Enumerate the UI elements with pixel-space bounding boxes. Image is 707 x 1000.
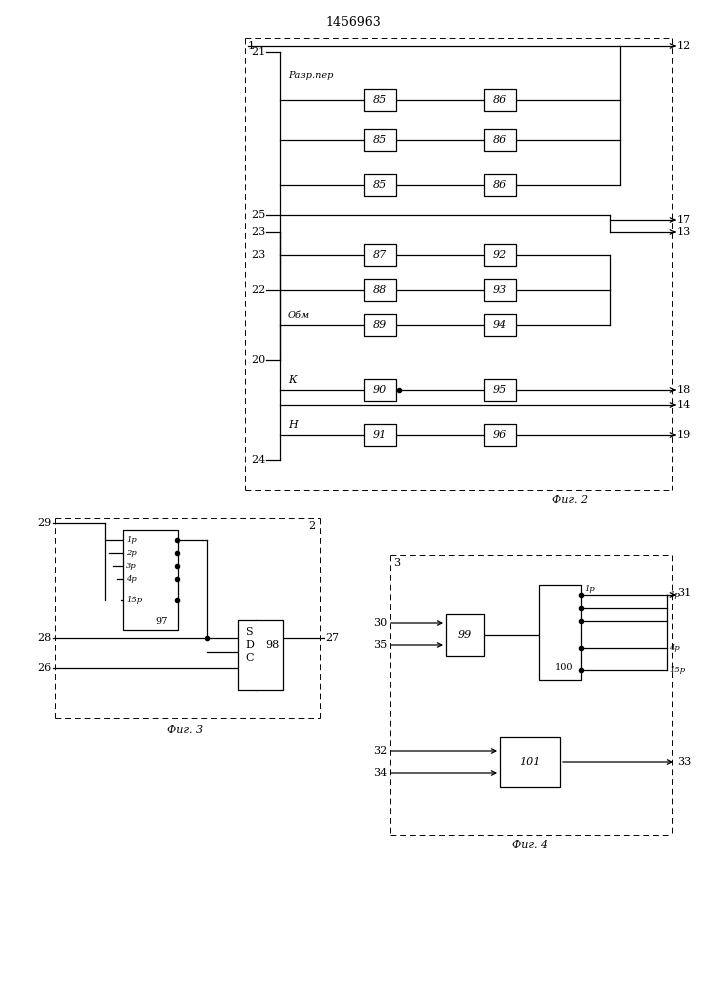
Text: 26: 26 (37, 663, 52, 673)
Text: 4р: 4р (669, 644, 679, 652)
Text: 3р: 3р (126, 562, 136, 570)
Text: 85: 85 (373, 135, 387, 145)
Text: 29: 29 (37, 518, 52, 528)
Text: 1456963: 1456963 (325, 15, 381, 28)
Text: 88: 88 (373, 285, 387, 295)
Bar (484, 244, 516, 266)
Text: 27: 27 (325, 633, 339, 643)
Text: 92: 92 (493, 250, 507, 260)
Text: 32: 32 (373, 746, 387, 756)
Text: 3: 3 (393, 558, 400, 568)
Text: 23: 23 (251, 250, 265, 260)
Text: 35: 35 (373, 640, 387, 650)
Bar (539, 585, 581, 680)
Bar (122, 530, 177, 630)
Text: 15р: 15р (126, 596, 142, 604)
Text: 28: 28 (37, 633, 52, 643)
Text: К: К (288, 375, 297, 385)
Text: 85: 85 (373, 180, 387, 190)
Text: 15р: 15р (669, 666, 685, 674)
Bar (364, 379, 396, 401)
Text: Фиг. 2: Фиг. 2 (552, 495, 588, 505)
Text: Н: Н (288, 420, 298, 430)
Bar (364, 244, 396, 266)
Text: Фиг. 3: Фиг. 3 (167, 725, 203, 735)
Text: 94: 94 (493, 320, 507, 330)
Text: Фиг. 4: Фиг. 4 (512, 840, 548, 850)
Text: Обм: Обм (288, 312, 310, 320)
Text: Разр.пер: Разр.пер (288, 70, 334, 80)
Text: 21: 21 (251, 47, 265, 57)
Bar (364, 129, 396, 151)
Bar (238, 620, 283, 690)
Text: 30: 30 (373, 618, 387, 628)
Text: 91: 91 (373, 430, 387, 440)
Bar (484, 279, 516, 301)
Text: 97: 97 (155, 617, 168, 626)
Bar (446, 614, 484, 656)
Text: 12: 12 (677, 41, 691, 51)
Bar (484, 314, 516, 336)
Text: 1р: 1р (669, 591, 679, 599)
Text: C: C (245, 653, 254, 663)
Text: 101: 101 (520, 757, 541, 767)
Text: 86: 86 (493, 95, 507, 105)
Text: 1: 1 (248, 41, 255, 51)
Text: 1р: 1р (584, 585, 595, 593)
Text: 33: 33 (677, 757, 691, 767)
Text: 87: 87 (373, 250, 387, 260)
Text: 99: 99 (458, 630, 472, 640)
Bar (484, 174, 516, 196)
Text: 20: 20 (251, 355, 265, 365)
Text: 24: 24 (251, 455, 265, 465)
Text: S: S (245, 627, 252, 637)
Text: 25: 25 (251, 210, 265, 220)
Text: 34: 34 (373, 768, 387, 778)
Bar (364, 424, 396, 446)
Text: 95: 95 (493, 385, 507, 395)
Bar (364, 174, 396, 196)
Bar (364, 279, 396, 301)
Text: 2: 2 (308, 521, 315, 531)
Text: 89: 89 (373, 320, 387, 330)
Text: 17: 17 (677, 215, 691, 225)
Bar (484, 89, 516, 111)
Text: 98: 98 (265, 640, 279, 650)
Text: 100: 100 (555, 664, 573, 672)
Text: 31: 31 (677, 588, 691, 598)
Text: 86: 86 (493, 135, 507, 145)
Text: 23: 23 (251, 227, 265, 237)
Text: 93: 93 (493, 285, 507, 295)
Text: 22: 22 (251, 285, 265, 295)
Text: 14: 14 (677, 400, 691, 410)
Bar (364, 314, 396, 336)
Bar (500, 737, 560, 787)
Bar (484, 379, 516, 401)
Bar (484, 424, 516, 446)
Text: 13: 13 (677, 227, 691, 237)
Text: 4р: 4р (126, 575, 136, 583)
Bar (484, 129, 516, 151)
Bar (364, 89, 396, 111)
Text: 2р: 2р (126, 549, 136, 557)
Text: 90: 90 (373, 385, 387, 395)
Text: D: D (245, 640, 254, 650)
Text: 19: 19 (677, 430, 691, 440)
Text: 96: 96 (493, 430, 507, 440)
Text: 18: 18 (677, 385, 691, 395)
Text: 85: 85 (373, 95, 387, 105)
Text: 1р: 1р (126, 536, 136, 544)
Text: 86: 86 (493, 180, 507, 190)
